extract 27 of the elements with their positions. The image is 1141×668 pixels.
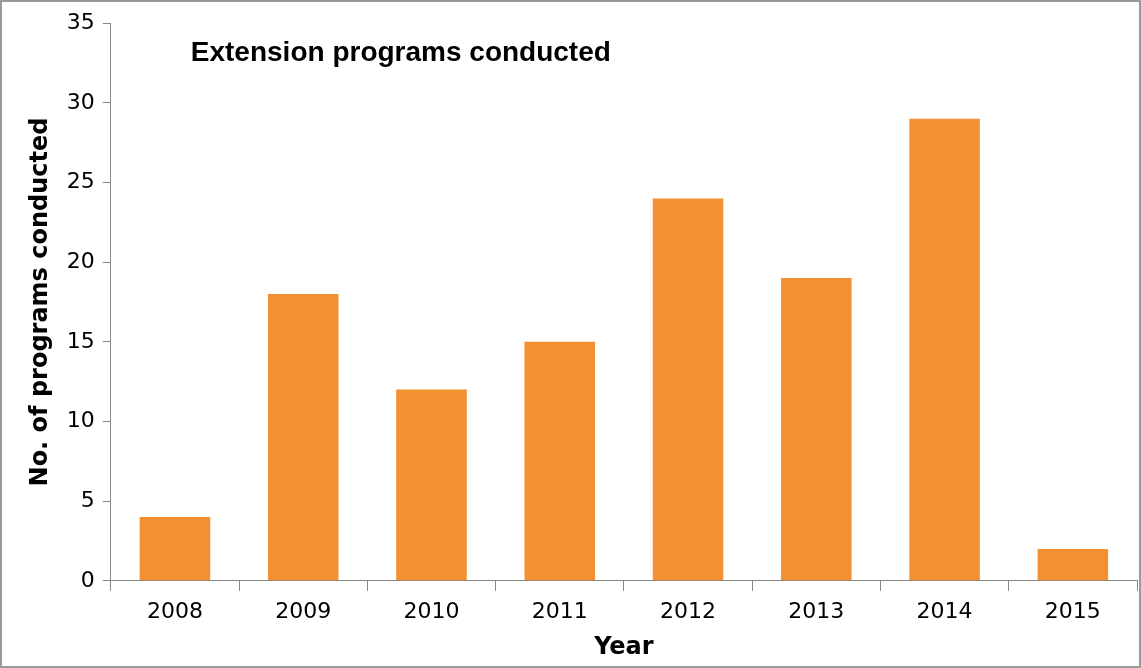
x-axis-title: Year (593, 631, 654, 660)
bar (267, 294, 339, 581)
x-tick-label: 2010 (403, 597, 460, 623)
bar (909, 118, 980, 581)
bar (781, 278, 852, 581)
y-tick-label: 5 (80, 486, 95, 512)
y-tick-label: 30 (66, 88, 95, 114)
y-tick-label: 10 (66, 407, 95, 433)
x-tick-label: 2012 (660, 597, 717, 623)
x-tick-label: 2011 (531, 597, 588, 623)
y-tick-label: 15 (66, 327, 95, 353)
bar (524, 341, 596, 581)
x-tick-label: 2013 (788, 597, 845, 623)
bar (652, 198, 724, 581)
x-tick-label: 2014 (916, 597, 973, 623)
y-axis-title: No. of programs conducted (24, 117, 53, 487)
bar (396, 389, 467, 581)
y-tick-label: 25 (66, 168, 95, 194)
y-tick-label: 35 (66, 8, 95, 34)
x-tick-label: 2008 (146, 597, 203, 623)
bar (1037, 548, 1109, 581)
x-tick-label: 2015 (1044, 597, 1101, 623)
x-tick-label: 2009 (275, 597, 332, 623)
y-tick-label: 20 (66, 247, 95, 273)
y-tick-label: 0 (80, 566, 95, 592)
bar (139, 517, 211, 581)
text: Extension programs conducted (190, 35, 611, 67)
